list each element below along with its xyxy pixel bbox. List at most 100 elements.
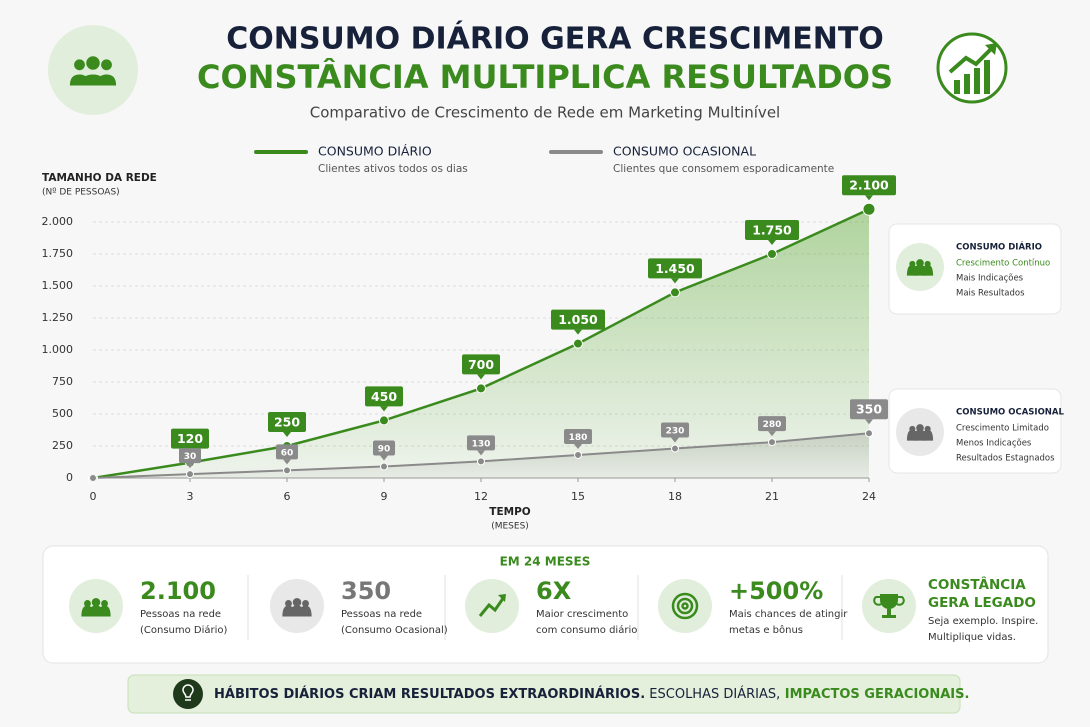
stat-line: Multiplique vidas.	[928, 632, 1016, 643]
stat-line: Pessoas na rede	[140, 609, 221, 620]
footer-part: ESCOLHAS DIÁRIAS,	[645, 686, 780, 702]
value-label-bg	[171, 428, 209, 449]
y-tick-label: 1.250	[42, 311, 74, 324]
title: CONSUMO DIÁRIO GERA CRESCIMENTO	[226, 21, 884, 57]
title-2: CONSTÂNCIA MULTIPLICA RESULTADOS	[197, 58, 893, 96]
point	[670, 287, 680, 298]
point	[380, 462, 388, 471]
x-tick-label: 12	[474, 490, 488, 503]
y-tick-label: 250	[52, 439, 73, 452]
card-line: Resultados Estagnados	[956, 454, 1055, 464]
stat-value: 6X	[536, 577, 572, 605]
value-label-pointer	[865, 195, 873, 201]
value-label-pointer	[380, 455, 388, 461]
stat-line: Mais chances de atingir	[729, 609, 848, 620]
x-axis-label: TEMPO	[489, 506, 530, 518]
x-tick-label: 15	[571, 490, 585, 503]
value-label: 1.450	[655, 261, 695, 276]
footer-part: HÁBITOS DIÁRIOS CRIAM RESULTADOS EXTRAOR…	[214, 686, 645, 702]
footer-text: HÁBITOS DIÁRIOS CRIAM RESULTADOS EXTRAOR…	[214, 686, 969, 702]
target-ring	[676, 597, 694, 615]
trophy-icon	[880, 594, 898, 618]
person-head	[285, 600, 292, 607]
value-label: 180	[569, 433, 588, 443]
y-axis-sublabel: (Nº DE PESSOAS)	[42, 188, 120, 198]
card-line: Mais Resultados	[956, 289, 1025, 299]
value-label-pointer	[574, 443, 582, 449]
value-label: 230	[666, 427, 685, 437]
value-label: 700	[468, 357, 494, 372]
value-label: 250	[274, 415, 300, 430]
x-tick-label: 9	[381, 490, 388, 503]
y-axis-label: TAMANHO DA REDE	[42, 172, 157, 184]
value-label-pointer	[865, 419, 873, 425]
value-label-bg	[648, 258, 702, 279]
value-label-pointer	[477, 450, 485, 456]
value-label-bg	[758, 416, 786, 432]
stat-heading: GERA LEGADO	[928, 595, 1036, 611]
point	[671, 444, 679, 453]
legend-description: Clientes que consomem esporadicamente	[613, 163, 834, 175]
stat-value: +500%	[729, 577, 823, 605]
card-title: CONSUMO OCASIONAL	[956, 408, 1064, 418]
value-label: 90	[378, 444, 391, 454]
value-label-pointer	[574, 329, 582, 335]
value-label-bg	[661, 422, 689, 438]
bulb-icon	[182, 684, 194, 701]
value-label-bg	[276, 444, 298, 460]
value-label: 30	[184, 452, 197, 462]
point	[865, 429, 873, 438]
footer-icon	[173, 679, 203, 709]
card-line: Menos Indicações	[956, 439, 1032, 449]
value-label-bg	[179, 448, 201, 464]
card-line: Crescimento Contínuo	[956, 259, 1050, 269]
value-label-bg	[564, 428, 592, 444]
y-tick-label: 1.500	[42, 279, 74, 292]
value-label-bg	[850, 399, 888, 420]
x-tick-label: 0	[90, 490, 97, 503]
value-label-bg	[745, 220, 799, 240]
stats-panel	[42, 545, 1049, 664]
value-label-pointer	[671, 437, 679, 443]
legend-label: CONSUMO DIÁRIO	[318, 144, 432, 159]
point	[283, 466, 291, 475]
point	[574, 450, 582, 459]
area	[93, 209, 869, 478]
person-head	[101, 600, 108, 607]
value-label-pointer	[380, 406, 388, 412]
value-label: 1.050	[558, 312, 598, 327]
people-icon	[282, 598, 312, 617]
value-label: 60	[281, 448, 294, 458]
value-label-bg	[373, 440, 395, 456]
person-body	[88, 605, 104, 617]
point	[573, 338, 583, 349]
stat-line: (Consumo Ocasional)	[341, 625, 448, 636]
value-label-pointer	[283, 459, 291, 465]
value-label: 350	[856, 402, 882, 417]
subtitle: Comparativo de Crescimento de Rede em Ma…	[310, 104, 780, 122]
value-label: 280	[763, 420, 782, 430]
card-line: Crescimento Limitado	[956, 424, 1049, 434]
value-label-bg	[467, 435, 495, 451]
trend-icon	[478, 596, 506, 617]
person-body	[81, 74, 105, 86]
value-label-bg	[365, 386, 403, 407]
value-label-pointer	[186, 463, 194, 469]
stat-line: Pessoas na rede	[341, 609, 422, 620]
stat-line: metas e bônus	[729, 624, 803, 636]
value-label: 1.750	[752, 223, 792, 238]
trend-arrow	[498, 594, 506, 602]
legend-label: CONSUMO OCASIONAL	[613, 144, 756, 159]
value-label: 2.100	[849, 178, 889, 193]
y-tick-label: 750	[52, 375, 73, 388]
value-label-pointer	[768, 431, 776, 437]
person-head	[292, 598, 302, 607]
card-line: Mais Indicações	[956, 274, 1024, 284]
person-body	[913, 429, 927, 441]
y-tick-label: 500	[52, 407, 73, 420]
legend-description: Clientes ativos todos os dias	[318, 163, 468, 175]
x-tick-label: 3	[187, 490, 194, 503]
stat-line: Maior crescimento	[536, 609, 628, 620]
people-icon	[906, 424, 934, 441]
person-body	[289, 605, 305, 617]
